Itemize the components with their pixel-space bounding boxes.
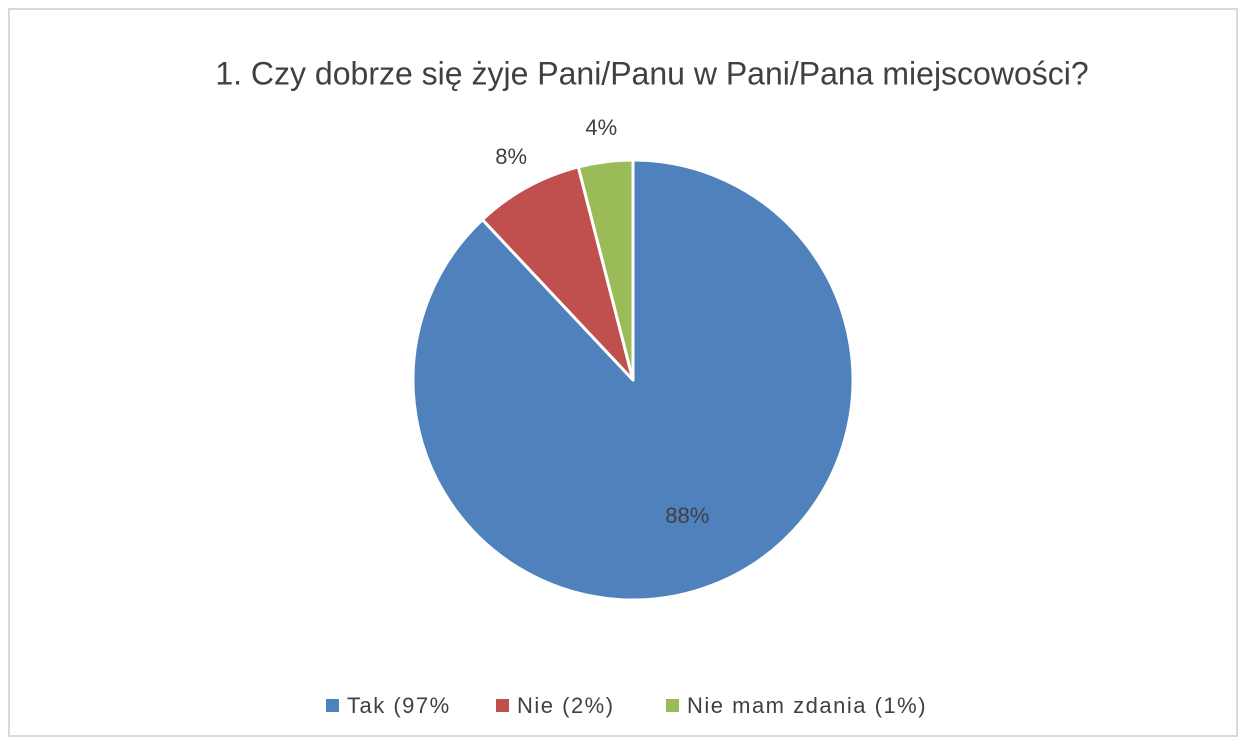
data-label: 4% bbox=[585, 115, 617, 140]
legend-label: Nie mam zdania (1%) bbox=[687, 693, 927, 718]
data-label: 8% bbox=[495, 144, 527, 169]
pie-slice bbox=[480, 165, 635, 382]
legend-swatch bbox=[326, 699, 339, 712]
data-label: 88% bbox=[665, 503, 709, 528]
legend-label: Nie (2%) bbox=[517, 693, 615, 718]
legend-swatch bbox=[666, 699, 679, 712]
legend-swatch bbox=[496, 699, 509, 712]
pie-slice bbox=[576, 158, 635, 382]
legend-label: Tak (97% bbox=[347, 693, 451, 718]
chart-title: 1. Czy dobrze się żyje Pani/Panu w Pani/… bbox=[215, 55, 1088, 91]
